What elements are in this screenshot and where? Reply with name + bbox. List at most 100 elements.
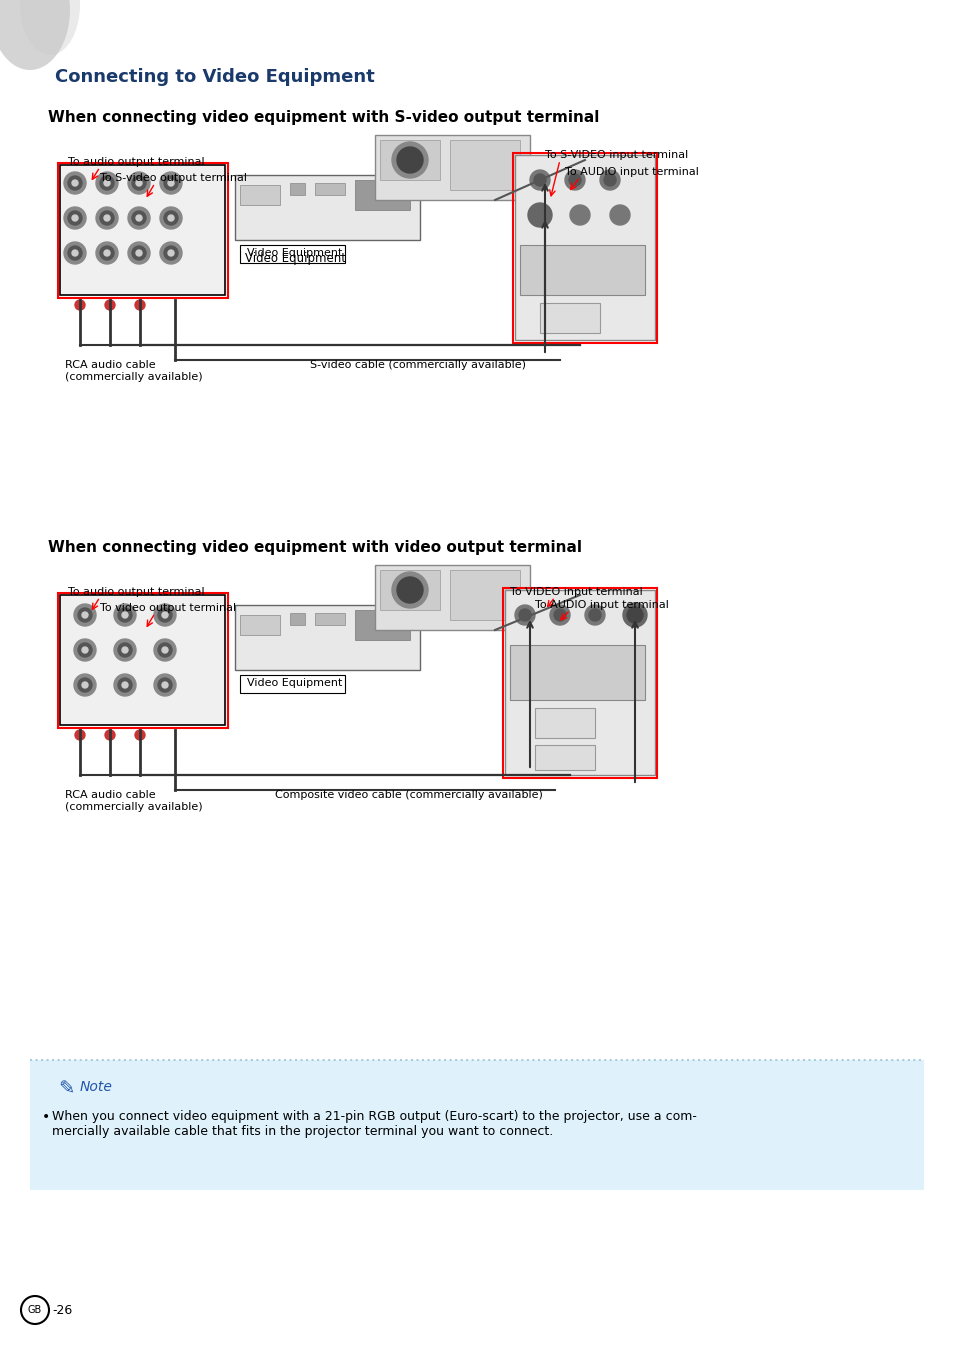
Circle shape [622, 603, 646, 627]
Bar [234, 175, 419, 240]
Circle shape [534, 174, 545, 186]
Text: Video Equipment: Video Equipment [247, 248, 342, 258]
Circle shape [584, 604, 604, 625]
Circle shape [64, 207, 86, 229]
Bar [314, 612, 345, 625]
Circle shape [113, 604, 136, 626]
Circle shape [626, 607, 642, 623]
Circle shape [74, 639, 96, 661]
Bar [58, 163, 228, 297]
Circle shape [96, 207, 118, 229]
Circle shape [392, 141, 428, 178]
Bar [379, 569, 439, 610]
Text: To AUDIO input terminal: To AUDIO input terminal [535, 600, 668, 610]
Text: -26: -26 [52, 1303, 72, 1316]
Circle shape [136, 180, 142, 186]
Bar [450, 569, 519, 621]
Circle shape [71, 250, 78, 256]
Circle shape [392, 572, 428, 608]
Circle shape [100, 211, 113, 225]
Bar [502, 588, 657, 778]
Bar [58, 594, 228, 728]
Bar [539, 303, 599, 332]
Circle shape [396, 577, 422, 603]
Circle shape [104, 215, 110, 221]
Circle shape [118, 608, 132, 622]
Circle shape [75, 730, 85, 740]
Circle shape [164, 176, 178, 190]
Bar [314, 183, 345, 195]
Text: ✎: ✎ [58, 1079, 74, 1098]
Ellipse shape [0, 0, 70, 70]
Bar [504, 590, 655, 775]
Circle shape [530, 170, 550, 190]
Circle shape [68, 176, 82, 190]
Circle shape [527, 203, 552, 227]
Circle shape [82, 682, 88, 688]
Circle shape [153, 674, 175, 696]
Bar [375, 135, 530, 201]
Circle shape [168, 250, 173, 256]
Circle shape [104, 250, 110, 256]
Circle shape [396, 147, 422, 174]
Circle shape [162, 612, 168, 618]
Circle shape [78, 678, 91, 692]
Text: Video Equipment: Video Equipment [247, 678, 342, 688]
Circle shape [64, 172, 86, 194]
Bar [290, 183, 305, 195]
Circle shape [609, 205, 629, 225]
Circle shape [162, 682, 168, 688]
Bar [355, 180, 410, 210]
Text: To AUDIO input terminal: To AUDIO input terminal [564, 167, 699, 178]
Text: Note: Note [80, 1079, 112, 1094]
Circle shape [168, 180, 173, 186]
Circle shape [160, 207, 182, 229]
Circle shape [78, 643, 91, 657]
Circle shape [71, 180, 78, 186]
Bar [240, 245, 345, 262]
Circle shape [118, 643, 132, 657]
Circle shape [160, 242, 182, 264]
Circle shape [105, 730, 115, 740]
Circle shape [515, 604, 535, 625]
Circle shape [71, 215, 78, 221]
Circle shape [164, 211, 178, 225]
Bar [355, 610, 410, 639]
Circle shape [128, 207, 150, 229]
Bar [290, 612, 305, 625]
Circle shape [132, 211, 146, 225]
Circle shape [82, 647, 88, 653]
Circle shape [550, 604, 569, 625]
Text: When you connect video equipment with a 21-pin RGB output (Euro-scart) to the pr: When you connect video equipment with a … [52, 1110, 696, 1137]
Circle shape [153, 604, 175, 626]
Bar [60, 595, 225, 725]
Circle shape [122, 682, 128, 688]
Circle shape [82, 612, 88, 618]
Text: RCA audio cable
(commercially available): RCA audio cable (commercially available) [65, 790, 202, 812]
Bar [535, 744, 595, 770]
Circle shape [105, 300, 115, 310]
Circle shape [122, 612, 128, 618]
Text: •: • [42, 1110, 51, 1124]
Text: To audio output terminal: To audio output terminal [68, 587, 204, 598]
Circle shape [168, 215, 173, 221]
Circle shape [74, 604, 96, 626]
Text: To S-video output terminal: To S-video output terminal [100, 174, 247, 183]
Bar [375, 565, 530, 630]
Bar [513, 153, 657, 343]
Circle shape [136, 250, 142, 256]
Circle shape [588, 608, 600, 621]
Circle shape [568, 174, 580, 186]
Circle shape [132, 246, 146, 260]
Circle shape [135, 300, 145, 310]
Bar [234, 604, 419, 670]
Bar [240, 615, 280, 635]
Text: To audio output terminal: To audio output terminal [68, 157, 204, 167]
Circle shape [136, 215, 142, 221]
Text: To VIDEO input terminal: To VIDEO input terminal [510, 587, 642, 598]
Bar [60, 166, 225, 295]
Circle shape [128, 172, 150, 194]
Circle shape [96, 172, 118, 194]
Text: GB: GB [28, 1306, 42, 1315]
Circle shape [160, 172, 182, 194]
